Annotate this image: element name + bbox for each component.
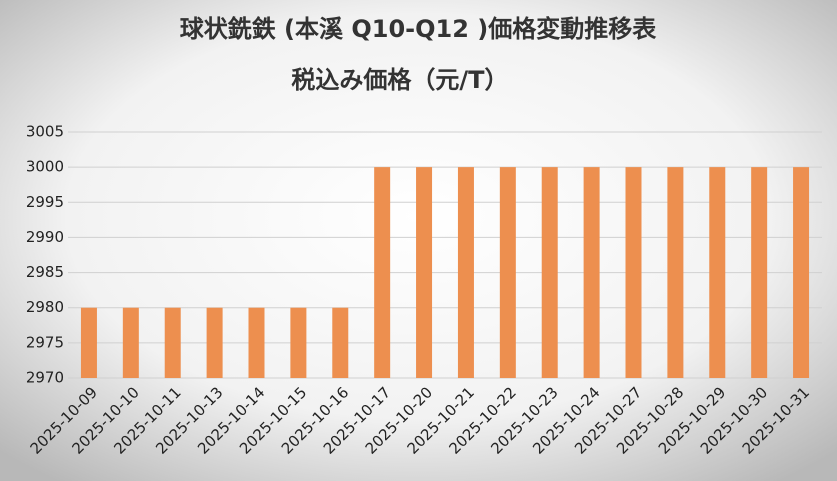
bar bbox=[164, 307, 181, 378]
y-tick-label: 2980 bbox=[26, 298, 64, 316]
bar bbox=[332, 307, 349, 378]
chart-title: 球状銑鉄 (本溪 Q10-Q12 )価格変動推移表 bbox=[180, 15, 658, 43]
y-tick-label: 2975 bbox=[26, 333, 64, 351]
bar bbox=[625, 167, 642, 378]
y-tick-label: 2990 bbox=[26, 228, 64, 246]
chart-subtitle: 税込み価格（元/T） bbox=[291, 66, 508, 94]
bar bbox=[793, 167, 810, 378]
y-tick-label: 2985 bbox=[26, 263, 64, 281]
bar bbox=[751, 167, 768, 378]
bar bbox=[667, 167, 684, 378]
y-tick-label: 3005 bbox=[26, 123, 64, 141]
bar bbox=[206, 307, 223, 378]
bar bbox=[499, 167, 516, 378]
bar bbox=[80, 307, 97, 378]
bar bbox=[290, 307, 307, 378]
bar bbox=[583, 167, 600, 378]
bar bbox=[457, 167, 474, 378]
bar bbox=[248, 307, 265, 378]
y-tick-label: 2970 bbox=[26, 369, 64, 387]
y-tick-label: 2995 bbox=[26, 193, 64, 211]
bar bbox=[122, 307, 139, 378]
bar bbox=[709, 167, 726, 378]
bar bbox=[374, 167, 391, 378]
bar bbox=[541, 167, 558, 378]
bar bbox=[416, 167, 433, 378]
y-tick-label: 3000 bbox=[26, 158, 64, 176]
